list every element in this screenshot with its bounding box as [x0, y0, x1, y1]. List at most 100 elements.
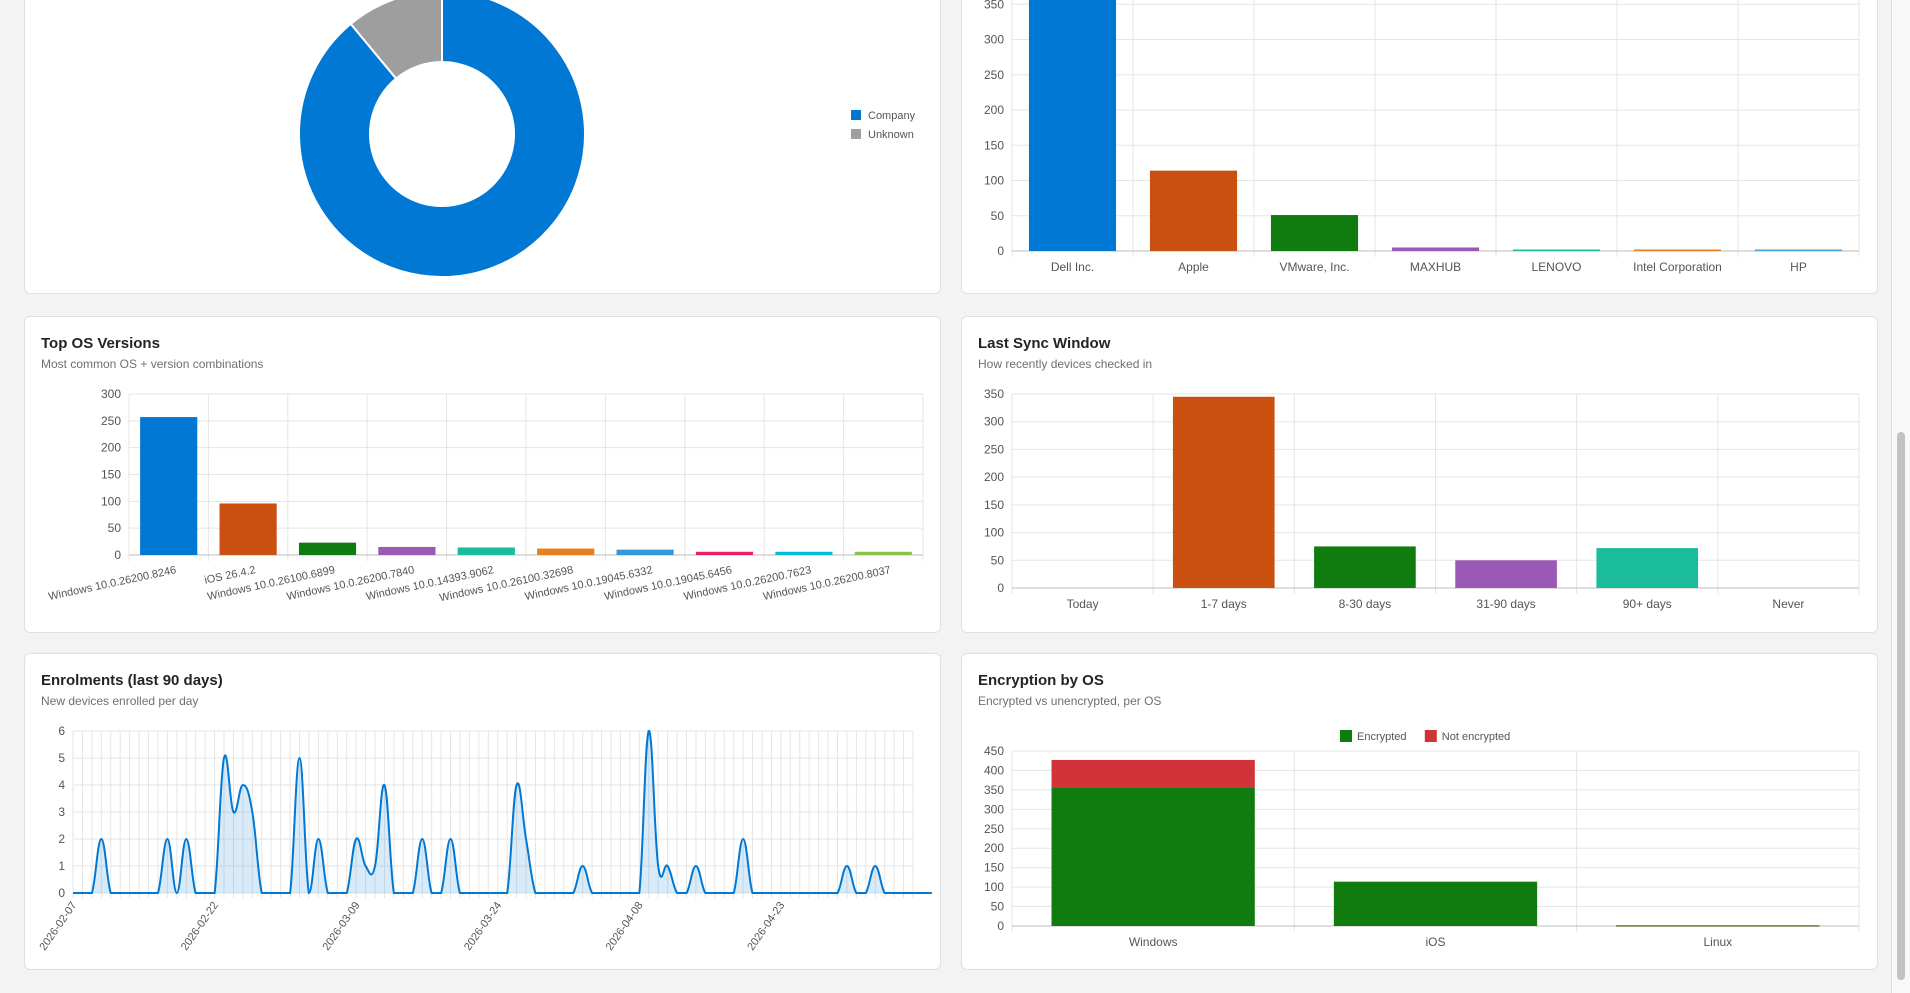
- x-tick-label: LENOVO: [1531, 260, 1581, 274]
- legend-swatch: [1340, 730, 1352, 742]
- manufacturers-card: 0 50 100 150 200 250 300 350 Dell Inc. Apple VMwar…: [961, 0, 1878, 294]
- legend-swatch: [851, 129, 861, 139]
- bar: [1314, 546, 1416, 588]
- bar: [537, 548, 595, 555]
- area-fill: [73, 730, 932, 893]
- bar: [1512, 249, 1601, 251]
- y-tick-label: 200: [984, 470, 1004, 484]
- bar: [1455, 560, 1557, 588]
- bar: [1391, 247, 1480, 251]
- bar: [378, 546, 436, 555]
- legend-label: Company: [868, 110, 916, 122]
- y-tick-label: 250: [984, 822, 1004, 836]
- vertical-scrollbar[interactable]: [1892, 0, 1910, 993]
- bar: [1149, 170, 1238, 251]
- bar: [1270, 215, 1359, 251]
- bar: [1028, 0, 1117, 251]
- y-tick-label: 100: [101, 494, 121, 508]
- y-tick-label: 100: [984, 880, 1004, 894]
- y-tick-label: 2: [58, 832, 65, 846]
- bar: [1754, 249, 1843, 251]
- x-tick-label: HP: [1790, 260, 1807, 274]
- x-tick-label: Windows 10.0.26200.8246: [47, 564, 177, 603]
- x-tick-label: Linux: [1703, 935, 1732, 949]
- y-tick-label: 250: [984, 442, 1004, 456]
- scrollbar-thumb[interactable]: [1897, 432, 1905, 980]
- y-tick-label: 0: [997, 244, 1004, 258]
- y-tick-label: 5: [58, 751, 65, 765]
- os-versions-card: Top OS Versions Most common OS + version…: [24, 316, 941, 633]
- y-tick-label: 0: [997, 919, 1004, 933]
- sync-window-subtitle: How recently devices checked in: [978, 357, 1153, 371]
- sync-window-title: Last Sync Window: [978, 335, 1111, 352]
- sync-window-bar-chart: 0 50 100 150 200 250 300 350 Today 1-7 days 8-30 d…: [984, 387, 1860, 611]
- x-tick-label: iOS: [1425, 935, 1445, 949]
- bar: [219, 503, 277, 555]
- y-tick-label: 100: [984, 526, 1004, 540]
- bar: [457, 547, 515, 555]
- series-line: [73, 729, 932, 895]
- x-tick-label: 2026-04-08: [604, 900, 646, 953]
- y-tick-label: 0: [58, 886, 65, 900]
- y-tick-label: 100: [984, 174, 1004, 188]
- y-tick-label: 300: [984, 33, 1004, 47]
- y-tick-label: 200: [984, 103, 1004, 117]
- x-tick-label: 8-30 days: [1339, 597, 1392, 611]
- y-tick-label: 50: [108, 521, 122, 535]
- y-tick-label: 300: [984, 415, 1004, 429]
- y-tick-label: 200: [984, 841, 1004, 855]
- legend-swatch: [851, 110, 861, 120]
- legend-label: Not encrypted: [1442, 731, 1510, 743]
- y-tick-label: 300: [984, 802, 1004, 816]
- x-tick-label: 31-90 days: [1476, 597, 1535, 611]
- y-tick-label: 1: [58, 859, 65, 873]
- pie-slice: [298, 0, 586, 278]
- bar: [695, 551, 754, 555]
- enrolments-line-chart: 0 1 2 3 4 5 6 2026-02-07 2026-02-22 2026-03-09 202…: [37, 724, 932, 953]
- y-tick-label: 350: [984, 387, 1004, 401]
- x-tick-label: 2026-02-07: [37, 900, 79, 953]
- y-tick-label: 150: [101, 468, 121, 482]
- x-tick-label: Today: [1067, 597, 1099, 611]
- x-tick-label: 2026-04-23: [745, 900, 787, 953]
- y-tick-label: 250: [101, 414, 121, 428]
- encryption-subtitle: Encrypted vs unencrypted, per OS: [978, 694, 1162, 708]
- x-tick-label: Dell Inc.: [1051, 260, 1094, 274]
- bar: [1633, 249, 1722, 251]
- x-tick-label: 90+ days: [1623, 597, 1672, 611]
- stacked-bar-segment: [1051, 759, 1255, 788]
- y-tick-label: 150: [984, 861, 1004, 875]
- y-tick-label: 200: [101, 441, 121, 455]
- bar: [775, 551, 833, 555]
- y-tick-label: 50: [991, 209, 1005, 223]
- pie-slice: [349, 0, 443, 80]
- y-tick-label: 50: [991, 900, 1005, 914]
- y-tick-label: 450: [984, 744, 1004, 758]
- y-tick-label: 400: [984, 763, 1004, 777]
- y-tick-label: 150: [984, 498, 1004, 512]
- enrolments-subtitle: New devices enrolled per day: [41, 694, 199, 708]
- legend-swatch: [1424, 730, 1437, 742]
- enrolments-title: Enrolments (last 90 days): [41, 672, 223, 689]
- legend-label: Encrypted: [1357, 731, 1407, 743]
- x-tick-label: Windows: [1129, 935, 1178, 949]
- bar: [1172, 396, 1275, 588]
- y-tick-label: 4: [58, 778, 65, 792]
- x-tick-label: 2026-03-24: [462, 900, 504, 953]
- y-tick-label: 250: [984, 68, 1004, 82]
- y-tick-label: 150: [984, 138, 1004, 152]
- stacked-bar-segment: [1333, 881, 1538, 926]
- bar: [298, 542, 357, 555]
- legend-label: Unknown: [868, 129, 914, 141]
- os-versions-title: Top OS Versions: [41, 335, 160, 352]
- manufacturers-bar-chart: 0 50 100 150 200 250 300 350 Dell Inc. Apple VMwar…: [984, 0, 1860, 274]
- y-tick-label: 50: [991, 553, 1005, 567]
- encryption-card: Encryption by OS Encrypted vs unencrypte…: [961, 653, 1878, 970]
- bar: [1596, 548, 1699, 588]
- os-versions-subtitle: Most common OS + version combinations: [41, 357, 264, 371]
- bar: [616, 549, 674, 555]
- y-tick-label: 350: [984, 783, 1004, 797]
- y-tick-label: 300: [101, 387, 121, 401]
- y-tick-label: 3: [58, 805, 65, 819]
